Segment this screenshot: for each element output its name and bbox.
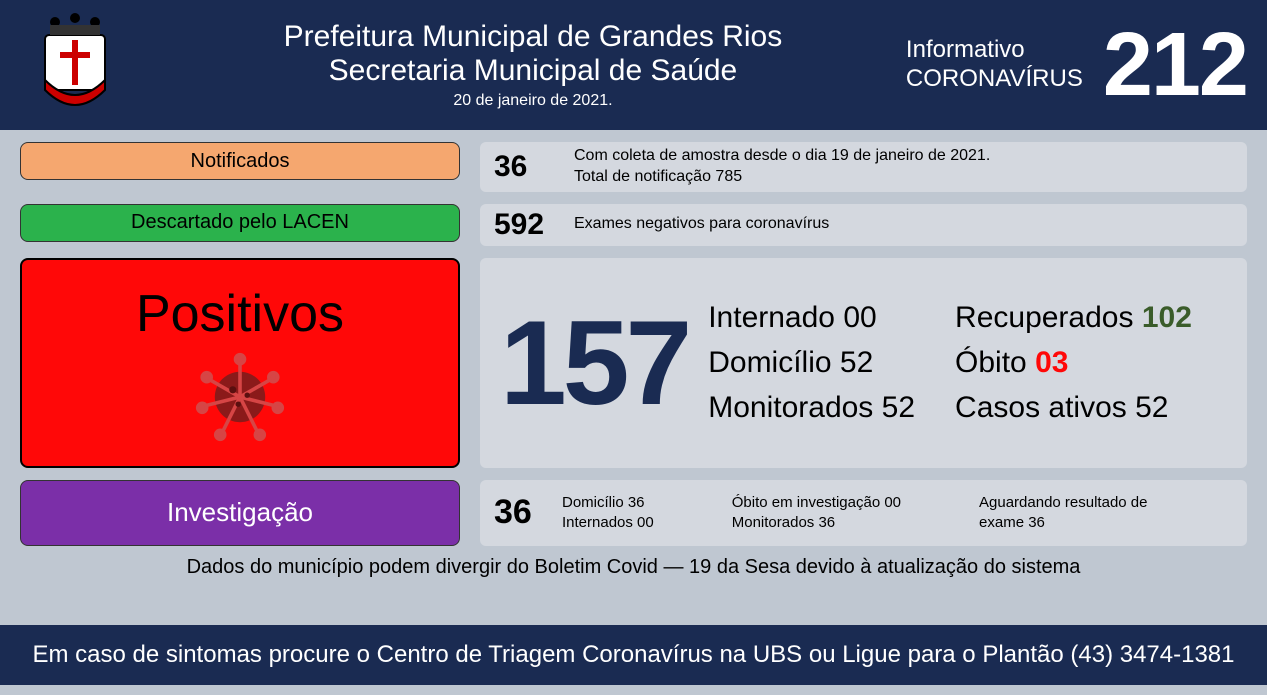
header: Prefeitura Municipal de Grandes Rios Sec… bbox=[0, 0, 1267, 130]
bulletin-label: Informativo CORONAVÍRUS bbox=[906, 36, 1083, 94]
descartado-value: 592 bbox=[494, 208, 574, 242]
row-descartado: Descartado pelo LACEN 592 Exames negativ… bbox=[20, 204, 1247, 246]
investigacao-pill: Investigação bbox=[20, 480, 460, 546]
notificados-pill: Notificados bbox=[20, 142, 460, 180]
notificados-desc2: Total de notificação 785 bbox=[574, 167, 990, 188]
bulletin-number: 212 bbox=[1103, 20, 1247, 110]
descartado-desc: Exames negativos para coronavírus bbox=[574, 214, 829, 235]
org-name-line1: Prefeitura Municipal de Grandes Rios bbox=[160, 20, 906, 54]
municipal-crest-icon bbox=[20, 10, 130, 120]
investigacao-value: 36 bbox=[494, 493, 544, 532]
descartado-info: 592 Exames negativos para coronavírus bbox=[480, 204, 1247, 246]
bulletin-date: 20 de janeiro de 2021. bbox=[160, 92, 906, 110]
body: Notificados 36 Com coleta de amostra des… bbox=[0, 130, 1267, 625]
org-name-line2: Secretaria Municipal de Saúde bbox=[160, 54, 906, 88]
stats-col1: Internado 00 Domicílio 52 Monitorados 52 bbox=[708, 295, 915, 430]
row-notificados: Notificados 36 Com coleta de amostra des… bbox=[20, 142, 1247, 192]
notificados-info: 36 Com coleta de amostra desde o dia 19 … bbox=[480, 142, 1247, 192]
positivos-label: Positivos bbox=[136, 284, 344, 344]
row-positivos: Positivos bbox=[20, 258, 1247, 468]
positivos-stats: 157 Internado 00 Domicílio 52 Monitorado… bbox=[480, 258, 1247, 468]
row-investigacao: Investigação 36 Domicílio 36 Internados … bbox=[20, 480, 1247, 546]
header-right: Informativo CORONAVÍRUS 212 bbox=[906, 20, 1247, 110]
positivos-total: 157 bbox=[500, 303, 688, 423]
notificados-value: 36 bbox=[494, 150, 574, 184]
header-title-block: Prefeitura Municipal de Grandes Rios Sec… bbox=[160, 20, 906, 110]
footer-text: Em caso de sintomas procure o Centro de … bbox=[32, 641, 1234, 669]
stats-col2: Recuperados 102 Óbito 03 Casos ativos 52 bbox=[955, 295, 1192, 430]
descartado-pill: Descartado pelo LACEN bbox=[20, 204, 460, 242]
footer: Em caso de sintomas procure o Centro de … bbox=[0, 625, 1267, 685]
virus-icon bbox=[195, 352, 285, 442]
disclaimer-text: Dados do município podem divergir do Bol… bbox=[20, 556, 1247, 579]
positivos-box: Positivos bbox=[20, 258, 460, 468]
notificados-desc1: Com coleta de amostra desde o dia 19 de … bbox=[574, 146, 990, 167]
investigacao-info: 36 Domicílio 36 Internados 00 Óbito em i… bbox=[480, 480, 1247, 546]
